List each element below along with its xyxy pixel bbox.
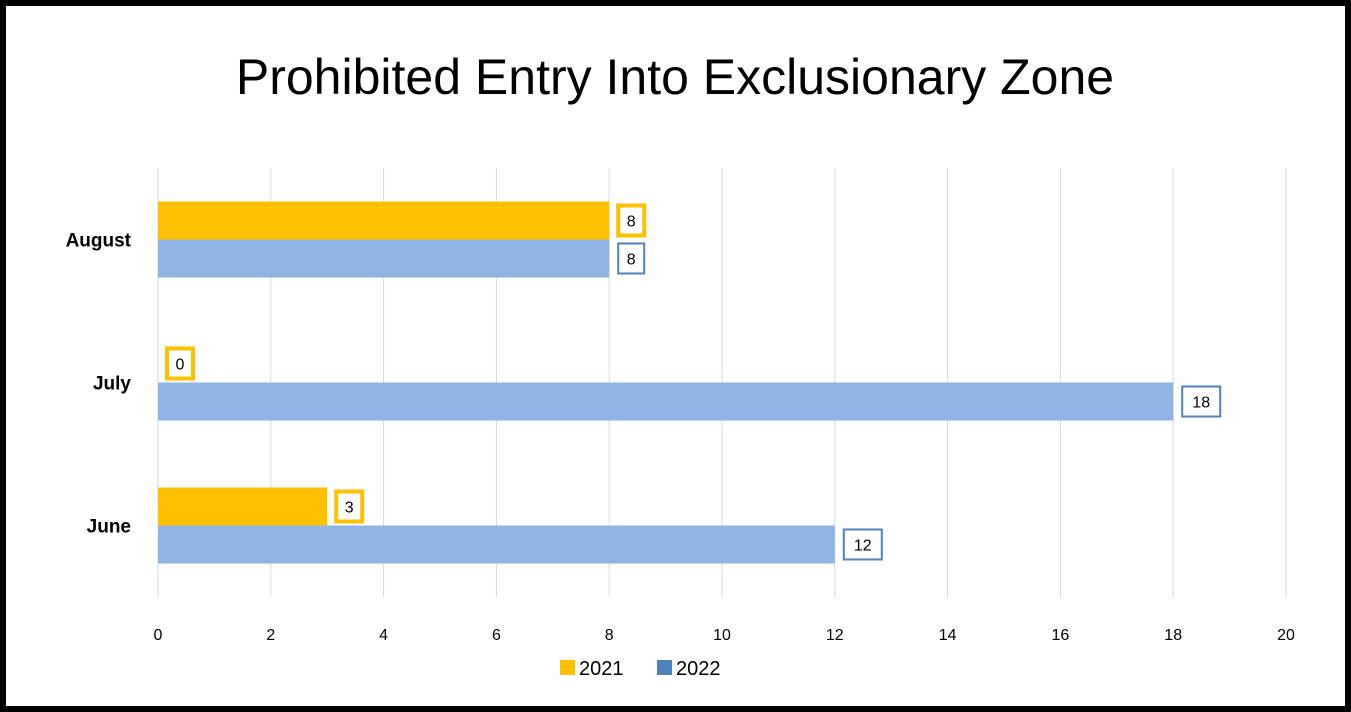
- bar-2022: [158, 239, 610, 278]
- legend-label: 2022: [676, 658, 721, 680]
- legend-swatch: [657, 660, 672, 675]
- data-label-box: [617, 242, 646, 275]
- bar-2021: [158, 201, 610, 240]
- data-labels: 3 12 0 18 8 8: [165, 203, 1222, 561]
- category-label: August: [66, 231, 132, 252]
- bar-2021: [158, 487, 328, 526]
- data-label-box: [165, 346, 195, 381]
- data-label-box: [616, 203, 647, 238]
- x-tick-label: 0: [154, 627, 163, 644]
- x-tick-label: 8: [605, 627, 614, 644]
- data-label: 3: [345, 500, 354, 517]
- data-label-box: [334, 489, 365, 524]
- bar-2022: [158, 382, 1174, 421]
- data-label: 18: [1192, 395, 1210, 412]
- data-label: 12: [854, 538, 872, 555]
- legend: 2021 2022: [560, 658, 721, 680]
- legend-label: 2021: [579, 658, 624, 680]
- x-tick-label: 14: [939, 627, 957, 644]
- data-label: 8: [627, 214, 636, 231]
- legend-swatch: [560, 660, 575, 675]
- data-label: 0: [176, 357, 185, 374]
- x-tick-label: 20: [1277, 627, 1295, 644]
- bar-2022: [158, 525, 835, 564]
- x-tick-label: 6: [492, 627, 501, 644]
- data-label-box: [1181, 385, 1222, 418]
- category-label: July: [93, 374, 131, 395]
- x-tick-label: 18: [1164, 627, 1182, 644]
- chart-title: Prohibited Entry Into Exclusionary Zone: [236, 49, 1114, 105]
- data-label: 8: [627, 252, 636, 269]
- x-tick-label: 2: [266, 627, 275, 644]
- category-label: June: [87, 517, 131, 538]
- x-tick-label: 4: [379, 627, 388, 644]
- x-tick-label: 12: [826, 627, 844, 644]
- data-label-box: [842, 528, 883, 561]
- bars: [158, 201, 1174, 564]
- x-tick-label: 16: [1052, 627, 1070, 644]
- x-tick-label: 10: [713, 627, 731, 644]
- axis-labels: 0 2 4 6 8 10 12 14 16 18 20 June July August: [66, 231, 1295, 645]
